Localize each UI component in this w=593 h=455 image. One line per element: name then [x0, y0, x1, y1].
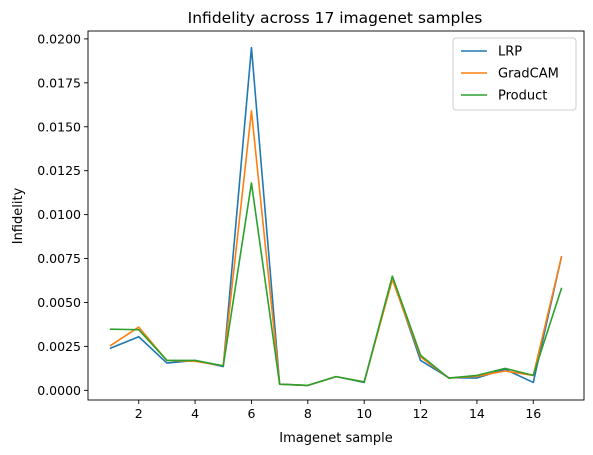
- y-axis-label: Infidelity: [11, 187, 26, 244]
- series-line-product: [109, 182, 563, 387]
- legend-label-product: Product: [498, 89, 547, 104]
- y-tick-label: 0.0050: [37, 295, 81, 310]
- legend: LRP GradCAM Product: [452, 37, 577, 111]
- y-tick-label: 0.0025: [37, 339, 81, 354]
- y-tick-label: 0.0125: [37, 163, 81, 178]
- x-tick-label: 6: [247, 406, 255, 421]
- x-tick-label: 8: [304, 406, 312, 421]
- x-tick-label: 4: [191, 406, 199, 421]
- plot-frame: [87, 30, 585, 401]
- y-tick-label: 0.0000: [37, 383, 81, 398]
- x-tick-label: 16: [525, 406, 541, 421]
- series-layer: [109, 46, 563, 387]
- chart-title: Infidelity across 17 imagenet samples: [188, 9, 483, 27]
- x-axis: 2 4 6 8 10 12 14 16: [135, 400, 541, 421]
- y-tick-label: 0.0100: [37, 207, 81, 222]
- x-tick-label: 2: [135, 406, 143, 421]
- y-axis: 0.0000 0.0025 0.0050 0.0075 0.0100 0.0125 0.01…: [37, 31, 88, 398]
- y-tick-label: 0.0200: [37, 31, 81, 46]
- x-axis-label: Imagenet sample: [279, 431, 392, 446]
- y-tick-label: 0.0150: [37, 119, 81, 134]
- y-tick-label: 0.0075: [37, 251, 81, 266]
- legend-label-lrp: LRP: [498, 45, 522, 60]
- y-tick-label: 0.0175: [37, 75, 81, 90]
- x-tick-label: 14: [469, 406, 485, 421]
- legend-box: [452, 37, 577, 111]
- x-tick-label: 10: [356, 406, 372, 421]
- x-tick-label: 12: [413, 406, 429, 421]
- legend-label-gradcam: GradCAM: [498, 67, 559, 82]
